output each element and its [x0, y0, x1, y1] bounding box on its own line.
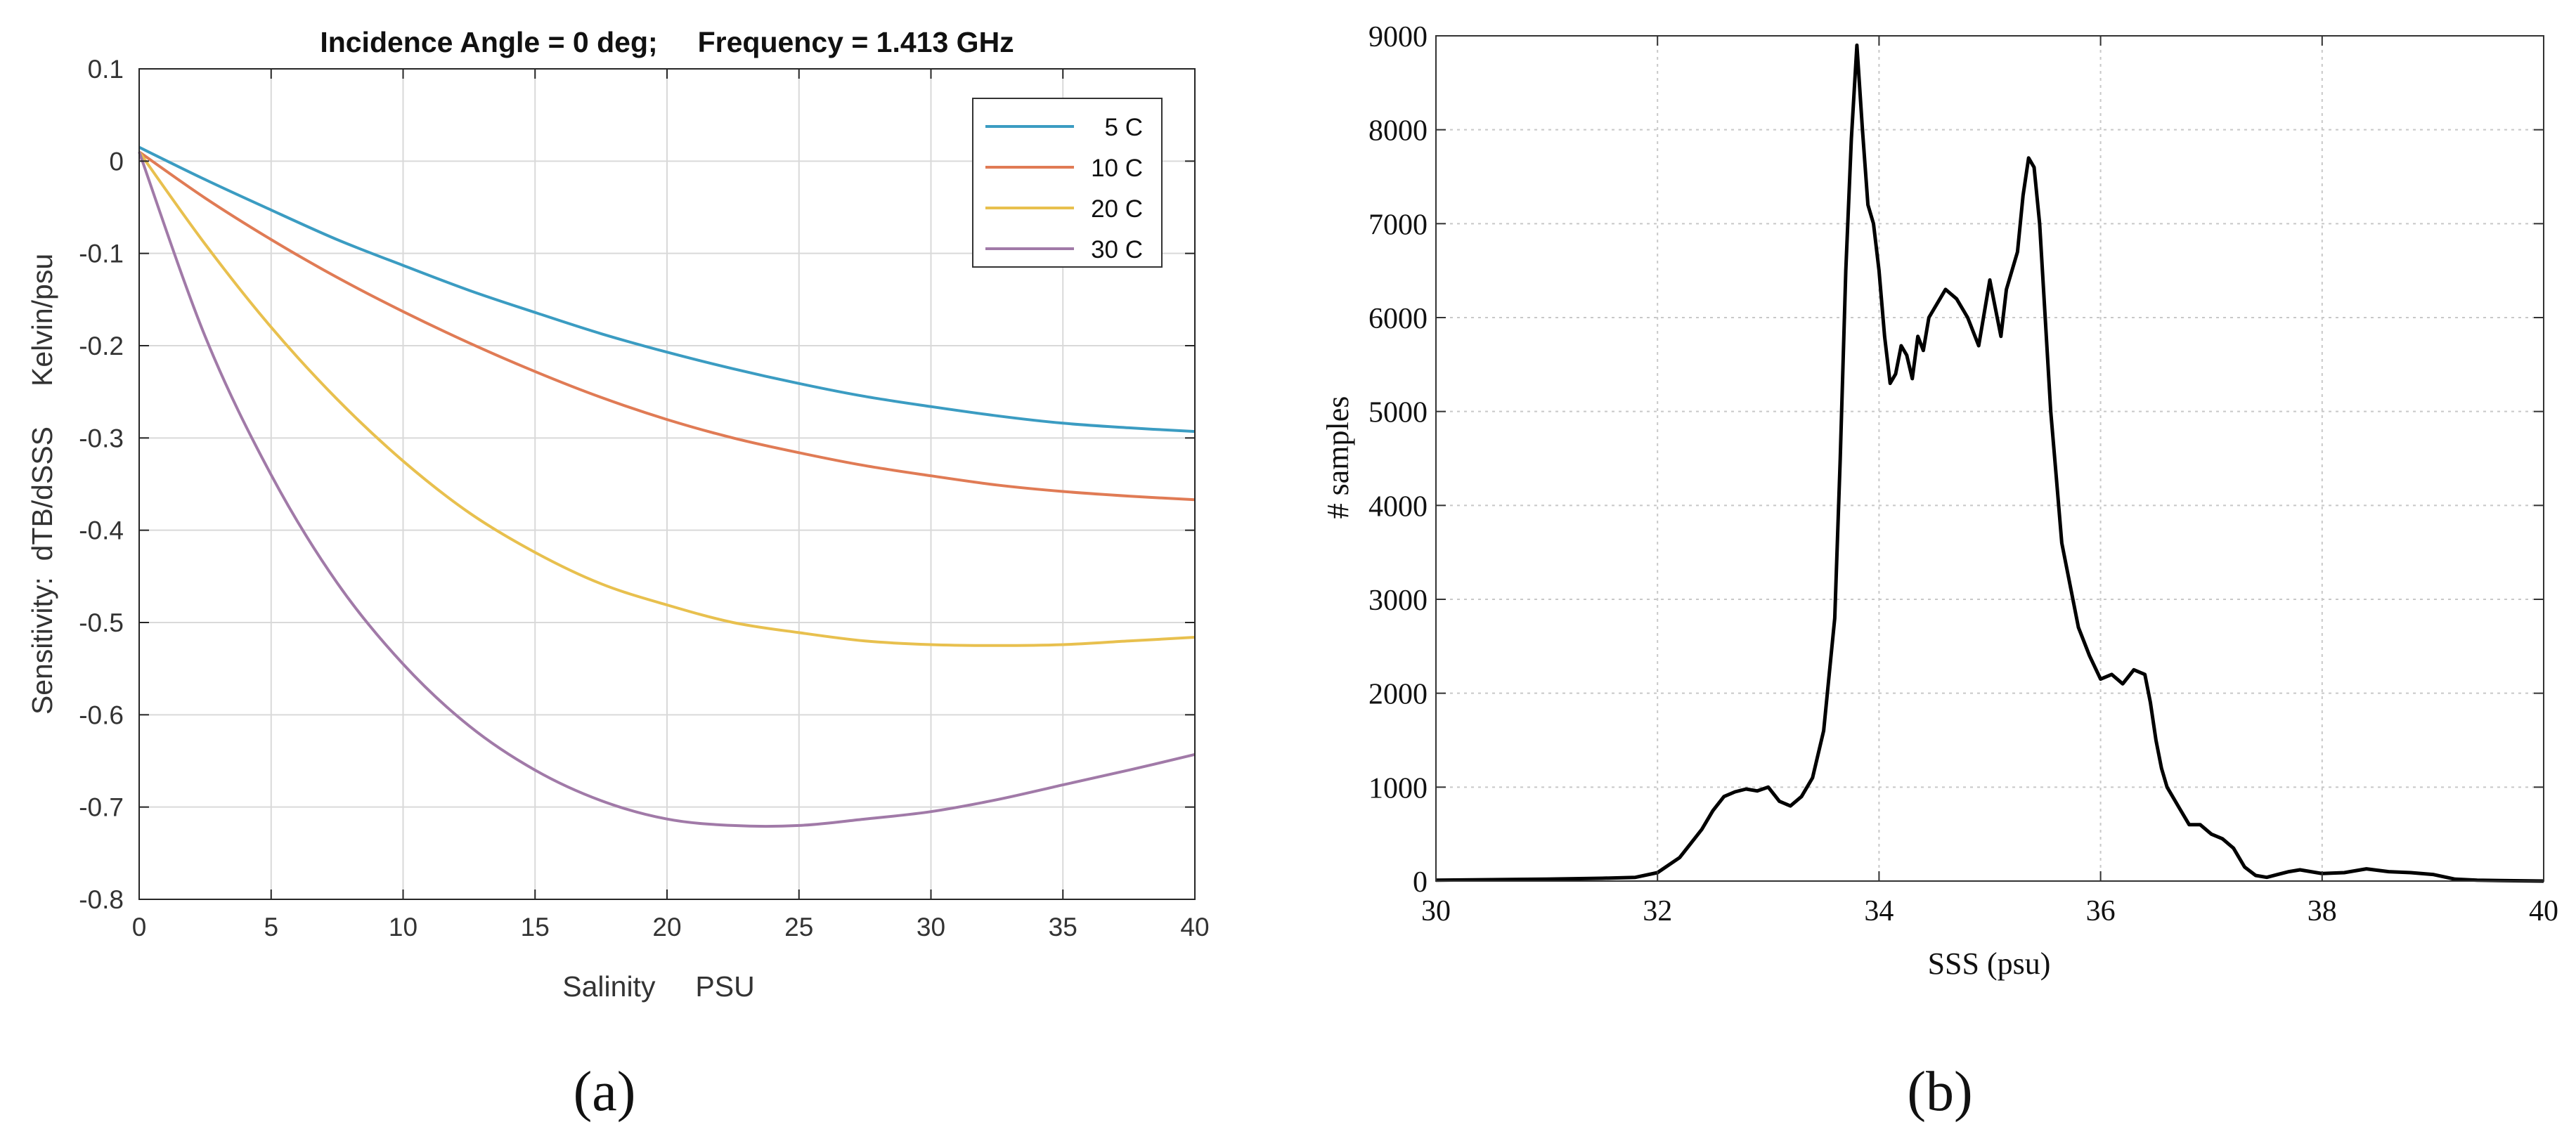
chart-b-y-tick-label: 3000	[1368, 585, 1428, 617]
series-line-5c	[138, 145, 1196, 434]
chart-a-y-tick-labels: 0.1 0 -0.1 -0.2 -0.3 -0.4 -0.5 -0.6 -0.7 -0.8	[79, 55, 124, 914]
chart-b-x-tick-label: 40	[2529, 895, 2558, 927]
chart-b-y-tick-label: 1000	[1368, 772, 1428, 804]
chart-b-ticks	[1435, 35, 2544, 882]
chart-b-x-axis-label: SSS (psu)	[1928, 946, 2051, 981]
chart-b-x-tick-label: 38	[2308, 895, 2337, 927]
chart-b-y-tick-label: 7000	[1368, 209, 1428, 241]
chart-b-y-axis-label: # samples	[1321, 396, 1355, 519]
chart-b-y-tick-label: 0	[1413, 866, 1428, 899]
chart-b-y-tick-label: 2000	[1368, 679, 1428, 711]
chart-b: 30 32 34 36 38 40 9000 8000 7000 6000 5000 4000 300…	[1321, 21, 2558, 1123]
chart-b-x-tick-labels: 30 32 34 36 38 40	[1421, 895, 2558, 927]
chart-a-x-tick-label: 40	[1180, 913, 1209, 941]
chart-a-y-axis-label: Sensitivity: dTB/dSSS Kelvin/psu	[26, 254, 58, 715]
chart-b-plot-frame	[1435, 35, 2544, 882]
chart-b-x-tick-label: 36	[2086, 895, 2116, 927]
chart-a-y-tick-label: -0.6	[79, 700, 124, 729]
chart-b-x-tick-label: 30	[1421, 895, 1451, 927]
chart-a-x-tick-label: 5	[264, 913, 278, 941]
chart-a-y-tick-label: 0	[109, 147, 124, 176]
chart-a-legend: 5 C 10 C 20 C 30 C	[972, 98, 1163, 268]
chart-b-series-lines	[1435, 43, 2544, 883]
legend-label-5c: 5 C	[1105, 114, 1143, 141]
series-line-20c	[138, 151, 1196, 647]
chart-a-ticks	[138, 68, 1196, 900]
chart-b-y-tick-label: 6000	[1368, 303, 1428, 335]
panel-label-b: (b)	[1907, 1061, 1972, 1123]
legend-label-20c: 20 C	[1091, 195, 1143, 223]
chart-a: 0 5 10 15 20 25 30 35 40 0.1 0 -0.1 -0.2 -0.3 -0.4 -0.…	[26, 26, 1210, 1123]
chart-b-y-tick-label: 8000	[1368, 115, 1428, 148]
chart-b-y-tick-label: 9000	[1368, 21, 1428, 53]
chart-a-x-tick-label: 0	[132, 913, 147, 941]
chart-a-x-tick-labels: 0 5 10 15 20 25 30 35 40	[132, 913, 1210, 941]
chart-a-y-tick-label: -0.7	[79, 793, 124, 822]
chart-a-x-axis-label: Salinity PSU	[562, 970, 754, 1003]
chart-a-y-tick-label: -0.8	[79, 885, 124, 914]
chart-a-x-tick-label: 15	[521, 913, 550, 941]
legend-label-30c: 30 C	[1091, 236, 1143, 263]
chart-a-x-tick-label: 20	[652, 913, 681, 941]
chart-a-y-tick-label: -0.5	[79, 608, 124, 637]
chart-a-y-tick-label: -0.4	[79, 516, 124, 545]
chart-a-series-lines	[138, 145, 1196, 828]
chart-a-y-tick-label: -0.2	[79, 332, 124, 360]
chart-b-y-tick-labels: 9000 8000 7000 6000 5000 4000 3000 2000 1000 0	[1368, 21, 1428, 899]
chart-a-y-tick-label: -0.1	[79, 240, 124, 268]
chart-a-y-tick-label: -0.3	[79, 424, 124, 452]
series-line-10c	[138, 150, 1196, 502]
chart-a-x-tick-label: 30	[917, 913, 945, 941]
series-line-30c	[138, 151, 1196, 828]
chart-b-plot-area	[1436, 36, 2544, 881]
chart-b-x-tick-label: 34	[1864, 895, 1894, 927]
series-line-sss-histogram	[1435, 43, 2544, 883]
chart-a-x-tick-label: 10	[389, 913, 418, 941]
chart-b-x-tick-label: 32	[1643, 895, 1672, 927]
chart-b-y-tick-label: 5000	[1368, 397, 1428, 429]
chart-a-y-tick-label: 0.1	[88, 55, 124, 84]
chart-b-y-tick-label: 4000	[1368, 490, 1428, 523]
chart-a-x-tick-label: 25	[784, 913, 813, 941]
chart-a-title: Incidence Angle = 0 deg; Frequency = 1.4…	[320, 26, 1014, 58]
panel-label-a: (a)	[574, 1061, 636, 1123]
chart-a-x-tick-label: 35	[1049, 913, 1077, 941]
legend-label-10c: 10 C	[1091, 155, 1143, 182]
